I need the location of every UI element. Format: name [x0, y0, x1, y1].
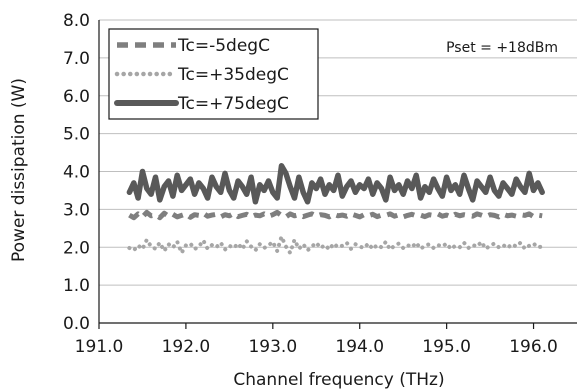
y-tick-label: 6.0 — [63, 87, 90, 107]
y-tick-label: 4.0 — [63, 163, 90, 183]
y-axis-label: Power dissipation (W) — [9, 78, 29, 262]
legend: Tc=-5degC Tc=+35degC Tc=+75degC — [108, 28, 319, 120]
y-tick-label: 8.0 — [63, 11, 90, 31]
y-tick-label: 2.0 — [63, 238, 90, 258]
pset-annotation: Pset = +18dBm — [446, 40, 558, 56]
x-tick-labels: 191.0 192.0 193.0 194.0 195.0 196.0 — [75, 323, 558, 357]
plot-frame — [98, 20, 577, 324]
x-tick-label: 196.0 — [509, 337, 558, 357]
x-axis-label: Channel frequency (THz) — [233, 370, 444, 390]
y-tick-label: 0.0 — [63, 314, 90, 334]
y-tick-labels: 0.0 1.0 2.0 3.0 4.0 5.0 6.0 7.0 8.0 — [63, 11, 90, 334]
legend-label-tc-minus5: Tc=-5degC — [177, 36, 270, 56]
y-tick-label: 5.0 — [63, 125, 90, 145]
series-line-2 — [126, 163, 545, 205]
y-tick-label: 7.0 — [63, 49, 90, 69]
series-layer — [126, 163, 545, 255]
legend-label-tc-plus35: Tc=+35degC — [177, 65, 289, 85]
y-tick-label: 3.0 — [63, 200, 90, 220]
x-tick-label: 192.0 — [162, 337, 211, 357]
x-tick-label: 195.0 — [422, 337, 471, 357]
legend-label-tc-plus75: Tc=+75degC — [177, 94, 289, 114]
y-tick-label: 1.0 — [63, 276, 90, 296]
x-tick-label: 191.0 — [75, 337, 124, 357]
series-line-0 — [128, 209, 543, 221]
x-tick-label: 194.0 — [335, 337, 384, 357]
x-tick-label: 193.0 — [248, 337, 297, 357]
series-line-1 — [127, 234, 545, 255]
